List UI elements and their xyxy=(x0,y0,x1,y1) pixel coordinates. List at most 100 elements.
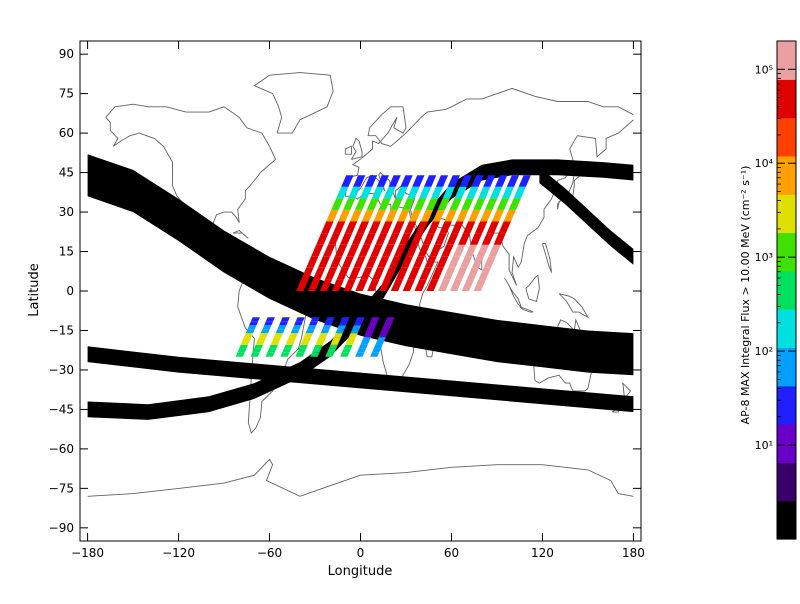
flux-cell xyxy=(318,333,328,338)
flux-cell xyxy=(297,348,307,353)
flux-cell xyxy=(355,317,365,322)
ground-tracks xyxy=(87,154,634,420)
colorbar-tick-label: 10³ xyxy=(755,251,773,264)
flux-cell xyxy=(466,267,480,280)
flux-cell xyxy=(361,209,374,222)
flux-cell xyxy=(508,198,521,210)
flux-cell xyxy=(313,344,323,349)
flux-cell xyxy=(323,244,336,257)
flux-cell xyxy=(283,344,293,349)
flux-cell xyxy=(336,186,349,199)
coastline xyxy=(519,306,534,313)
flux-cell xyxy=(446,233,459,245)
flux-cell xyxy=(335,329,345,334)
flux-cell xyxy=(259,333,268,338)
flux-cell xyxy=(352,325,362,330)
y-tick-label: 45 xyxy=(59,166,74,180)
flux-cell xyxy=(331,279,344,291)
flux-cell xyxy=(334,244,348,257)
coastline xyxy=(344,87,634,197)
flux-cell xyxy=(242,337,252,341)
flux-cell xyxy=(451,221,464,234)
flux-cell xyxy=(250,352,260,357)
x-tick-label: −60 xyxy=(257,546,282,560)
flux-cell xyxy=(264,321,274,326)
flux-cell xyxy=(270,341,280,345)
flux-cell xyxy=(466,186,479,199)
flux-cell xyxy=(310,352,320,357)
coastline xyxy=(253,72,334,134)
flux-cell xyxy=(426,279,439,291)
colorbar-segment xyxy=(777,347,796,387)
flux-cell xyxy=(376,175,389,187)
flux-cell xyxy=(290,329,300,334)
flux-cell xyxy=(295,352,305,357)
flux-cell xyxy=(518,175,531,187)
flux-cell xyxy=(503,209,516,222)
flux-cell xyxy=(378,198,391,210)
flux-cell xyxy=(345,341,355,345)
flux-cell xyxy=(244,333,254,338)
flux-cell xyxy=(414,279,427,291)
flux-cell xyxy=(486,221,500,234)
flux-cell xyxy=(483,256,496,268)
flux-cell xyxy=(372,267,385,280)
flux-cell xyxy=(360,341,370,345)
flux-cell xyxy=(476,244,490,257)
flux-cell xyxy=(442,186,455,199)
flux-cell xyxy=(425,198,439,210)
flux-cell xyxy=(485,198,498,210)
flux-cell xyxy=(501,186,515,199)
flux-cell xyxy=(407,267,420,280)
y-tick-label: 90 xyxy=(59,47,74,61)
y-tick-label: 15 xyxy=(59,245,74,259)
flux-cell xyxy=(513,186,526,199)
flux-cell xyxy=(384,267,397,280)
flux-cell xyxy=(414,198,427,210)
flux-cell xyxy=(317,337,327,341)
flux-cell xyxy=(336,267,349,280)
flux-cell xyxy=(366,198,379,210)
colorbar-tick-label: 10⁵ xyxy=(755,63,773,76)
x-tick-label: 120 xyxy=(531,546,554,560)
flux-cell xyxy=(460,256,473,268)
flux-cell xyxy=(404,221,417,234)
flux-cell xyxy=(250,317,260,322)
flux-cell xyxy=(392,221,405,234)
flux-cell xyxy=(435,175,449,187)
flux-cell xyxy=(395,267,409,280)
flux-cell xyxy=(385,317,395,322)
flux-cell xyxy=(330,341,340,345)
flux-cell xyxy=(455,267,468,280)
flux-cell xyxy=(370,317,380,322)
flux-cell xyxy=(390,198,403,210)
flux-cell xyxy=(382,244,395,257)
flux-cell xyxy=(389,256,402,268)
flux-cell xyxy=(382,325,392,330)
colorbar-tick-label: 10¹ xyxy=(755,439,773,452)
flux-cell xyxy=(437,198,450,210)
flux-cell xyxy=(315,341,325,345)
flux-cell xyxy=(375,341,385,345)
flux-cell xyxy=(473,198,486,210)
coastline xyxy=(232,229,249,239)
flux-cell xyxy=(285,341,295,345)
y-tick-label: 60 xyxy=(59,126,74,140)
x-tick-label: 180 xyxy=(622,546,645,560)
flux-cell xyxy=(265,352,275,357)
flux-cell xyxy=(295,317,305,322)
flux-cell xyxy=(405,244,419,257)
flux-cell xyxy=(344,221,358,234)
flux-cell xyxy=(356,221,369,234)
flux-cell xyxy=(367,279,380,291)
flux-cell xyxy=(420,209,434,222)
flux-cell xyxy=(313,267,326,280)
flux-cell xyxy=(461,198,474,210)
flux-cell xyxy=(449,198,462,210)
flux-cell xyxy=(368,321,378,326)
flux-cell xyxy=(383,186,396,199)
flux-cell xyxy=(448,256,461,268)
flux-cell xyxy=(447,175,460,187)
coastline xyxy=(87,458,634,497)
